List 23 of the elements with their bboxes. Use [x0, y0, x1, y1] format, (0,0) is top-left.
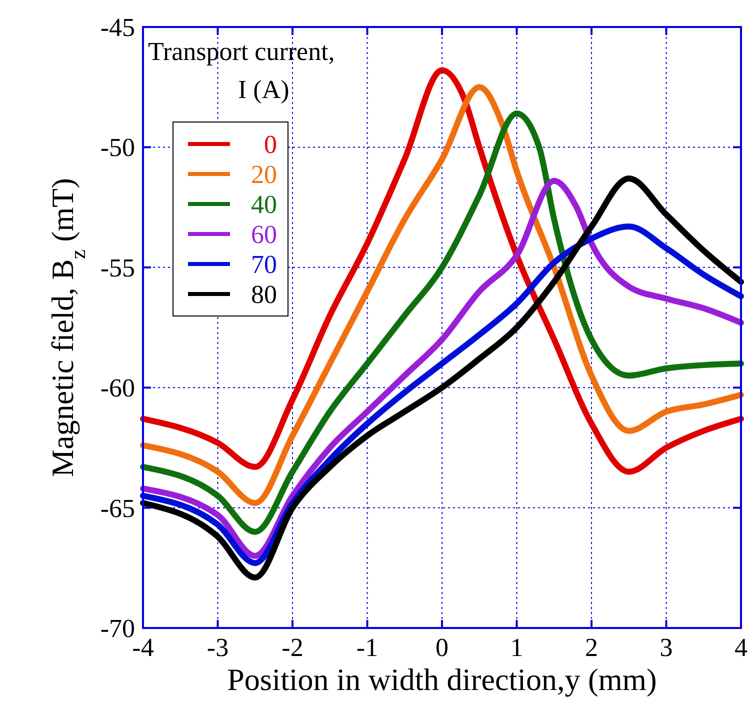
- x-tick-label: 2: [585, 633, 598, 662]
- y-tick-label: -45: [100, 13, 135, 42]
- x-tick-label: -1: [356, 633, 378, 662]
- x-axis-title: Position in width direction,y (mm): [227, 662, 657, 697]
- y-tick-label: -50: [100, 133, 135, 162]
- legend-label: 80: [251, 280, 277, 309]
- y-tick-label: -70: [100, 614, 135, 643]
- legend-label: 70: [251, 250, 277, 279]
- x-tick-label: -2: [282, 633, 304, 662]
- legend-label: 0: [264, 130, 277, 159]
- legend-title: Transport current, I (A): [148, 37, 335, 104]
- x-tick-label: -4: [132, 633, 154, 662]
- y-tick-label: -55: [100, 253, 135, 282]
- x-tick-label: -3: [206, 633, 229, 662]
- x-tick-label: 3: [660, 633, 673, 662]
- y-tick-label: -65: [100, 494, 135, 523]
- legend-label: 40: [251, 190, 277, 219]
- legend-label: 60: [251, 220, 277, 249]
- x-tick-label: 4: [734, 633, 748, 662]
- y-tick-label: -60: [100, 374, 135, 403]
- legend-label: 20: [251, 160, 277, 189]
- x-tick-label: 1: [510, 633, 524, 662]
- x-tick-label: 0: [436, 633, 448, 662]
